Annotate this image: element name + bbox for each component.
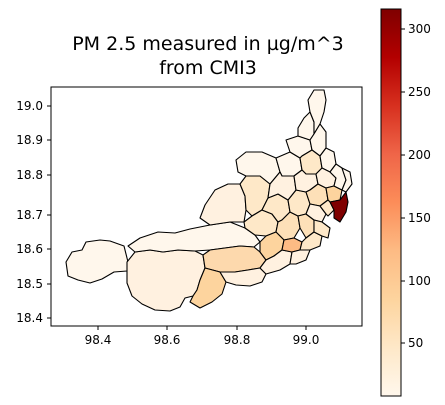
district-region: [219, 267, 267, 287]
colorbar-tick-label: 300: [408, 22, 431, 36]
district-region-hotspot: [329, 191, 349, 223]
district-region: [313, 219, 331, 239]
x-axis: 98.4 98.6 98.8 99.0: [85, 326, 320, 347]
district-polygons: [65, 89, 353, 312]
colorbar-tick-label: 200: [408, 148, 431, 162]
colorbar-tick-label: 50: [408, 336, 423, 350]
colorbar-gradient: [380, 8, 402, 397]
colorbar-tick-label: 150: [408, 211, 431, 225]
y-tick-label: 19.0: [16, 99, 43, 113]
x-tick-label: 98.4: [85, 333, 112, 347]
y-tick-label: 18.9: [16, 133, 43, 147]
map-title-line-1: PM 2.5 measured in µg/m^3: [72, 33, 344, 55]
colorbar: 50 100 150 200 250 300: [380, 8, 431, 397]
district-region: [127, 221, 261, 253]
y-tick-label: 18.8: [16, 168, 43, 182]
y-tick-label: 18.5: [16, 277, 43, 291]
y-axis: 18.4 18.5 18.6 18.7 18.8 18.9 19.0: [16, 99, 51, 325]
colorbar-tick-label: 250: [408, 85, 431, 99]
district-region: [289, 249, 311, 265]
y-tick-label: 18.7: [16, 208, 43, 222]
x-tick-label: 98.6: [154, 333, 181, 347]
district-region: [307, 89, 327, 135]
x-tick-label: 98.8: [224, 333, 251, 347]
y-tick-label: 18.6: [16, 242, 43, 256]
y-tick-label: 18.4: [16, 311, 43, 325]
district-region: [189, 267, 227, 309]
map-title-line-2: from CMI3: [159, 57, 257, 79]
colorbar-tick-label: 100: [408, 274, 431, 288]
x-tick-label: 99.0: [293, 333, 320, 347]
